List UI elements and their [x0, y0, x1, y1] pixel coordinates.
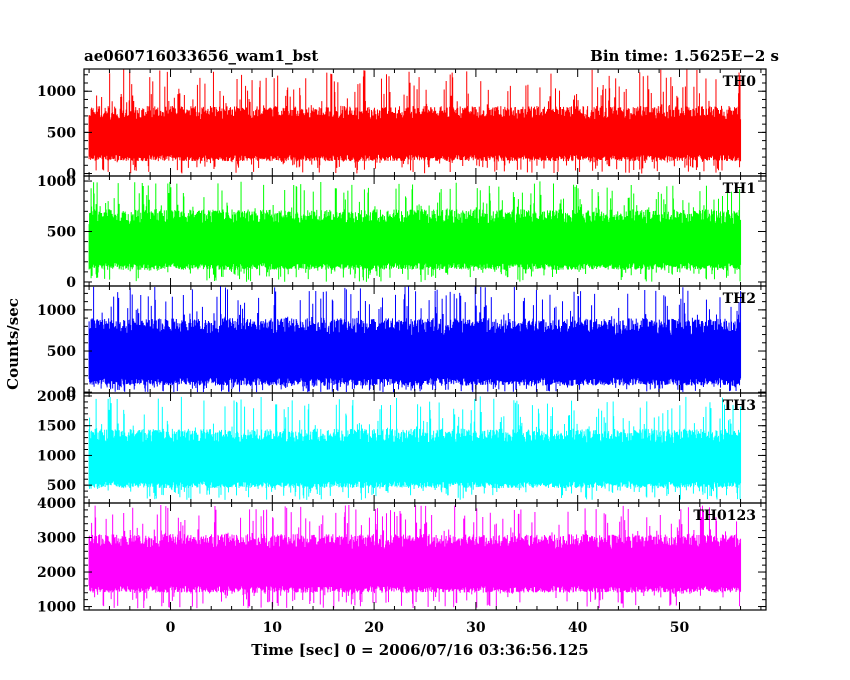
y-tick-label: 1500	[37, 419, 76, 435]
series-th0	[88, 69, 742, 174]
x-tick-label: 40	[568, 620, 588, 636]
series-th1	[88, 181, 742, 282]
x-tick-label: 30	[466, 620, 486, 636]
x-tick-label: 20	[364, 620, 384, 636]
y-tick-label: 1000	[37, 174, 76, 190]
panel-frame-th0123	[83, 502, 767, 611]
series-th2	[88, 286, 742, 393]
panel-label-th3: TH3	[723, 398, 756, 414]
y-tick-label: 3000	[37, 531, 76, 547]
y-tick-label: 1000	[37, 448, 76, 464]
x-axis-label: Time [sec] 0 = 2006/07/16 03:36:56.125	[251, 641, 588, 659]
y-tick-label: 500	[47, 225, 76, 241]
y-tick-label: 1000	[37, 84, 76, 100]
panel-label-th0123: TH0123	[693, 508, 756, 524]
y-tick-label: 0	[66, 275, 76, 291]
y-tick-label: 500	[47, 344, 76, 360]
bin-time-label: Bin time: 1.5625E−2 s	[590, 47, 779, 65]
y-tick-label: 0	[66, 385, 76, 401]
x-tick-label: 50	[670, 620, 690, 636]
y-tick-label: 4000	[37, 496, 76, 512]
y-tick-label: 0	[66, 167, 76, 183]
y-tick-label: 2000	[37, 565, 76, 581]
panel-label-th0: TH0	[723, 74, 757, 90]
x-tick-label: 10	[263, 620, 283, 636]
panel-label-th1: TH1	[723, 181, 756, 197]
x-tick-label: 0	[166, 620, 176, 636]
y-tick-label: 1000	[37, 303, 76, 319]
panel-label-th2: TH2	[723, 291, 756, 307]
panels-group: TH005001000TH105001000TH205001000TH35001…	[37, 68, 767, 636]
series-th0123	[88, 505, 742, 609]
series-th3	[88, 396, 742, 500]
y-tick-label: 1000	[37, 600, 76, 616]
y-tick-label: 500	[47, 478, 76, 494]
y-axis-label: Counts/sec	[4, 298, 22, 390]
y-tick-label: 2000	[37, 389, 76, 405]
y-tick-label: 500	[47, 125, 76, 141]
chart-title: ae060716033656_wam1_bst	[84, 47, 318, 65]
